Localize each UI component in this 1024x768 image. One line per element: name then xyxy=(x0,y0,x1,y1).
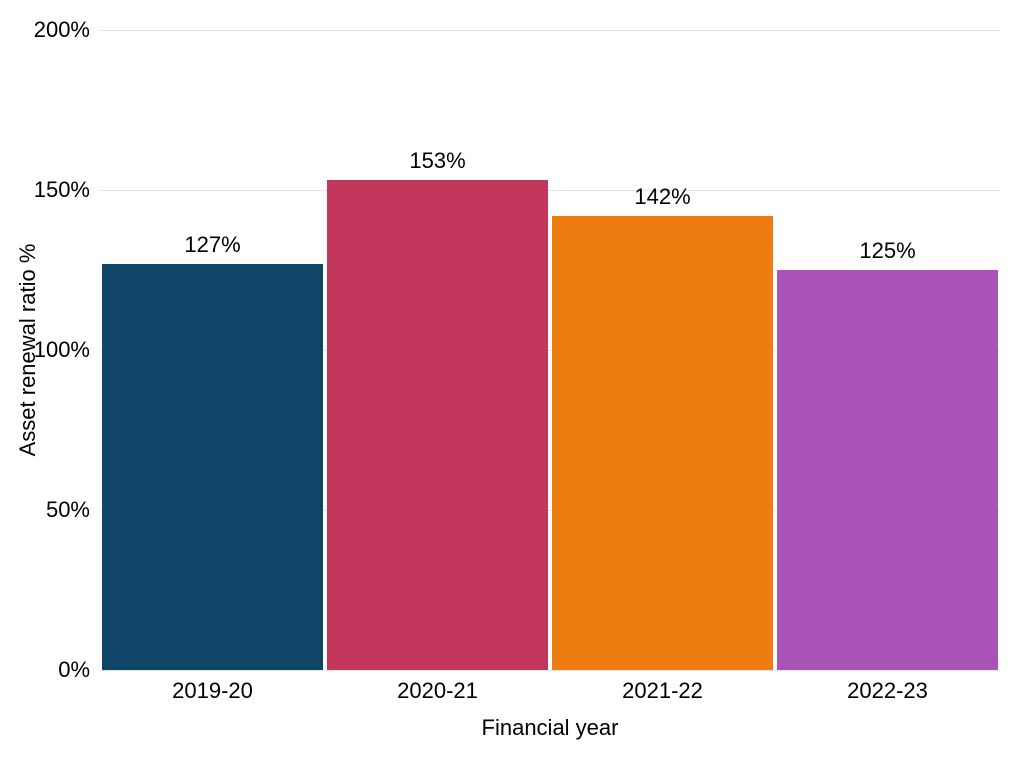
asset-renewal-chart: 0% 50% 100% 150% 200% 127% 2019-20 153% 2020-21 1… xyxy=(0,0,1024,768)
plot-area: 0%50%100%150%200%127%2019-20153%2020-211… xyxy=(100,30,1000,670)
x-tick-label: 2020-21 xyxy=(397,670,478,704)
x-tick-label: 2021-22 xyxy=(622,670,703,704)
bar-value-label: 127% xyxy=(184,232,240,258)
y-tick-label: 50% xyxy=(46,497,100,523)
x-tick-label: 2022-23 xyxy=(847,670,928,704)
x-axis-title: Financial year xyxy=(482,715,619,741)
bar xyxy=(327,180,548,670)
bar xyxy=(777,270,998,670)
gridline xyxy=(100,190,1000,191)
gridline xyxy=(100,30,1000,31)
y-axis-title: Asset renewal ratio % xyxy=(15,244,41,457)
bar xyxy=(102,264,323,670)
y-tick-label: 0% xyxy=(58,657,100,683)
y-tick-label: 200% xyxy=(34,17,100,43)
x-tick-label: 2019-20 xyxy=(172,670,253,704)
bar-value-label: 125% xyxy=(859,238,915,264)
bar xyxy=(552,216,773,670)
bar-value-label: 142% xyxy=(634,184,690,210)
y-tick-label: 150% xyxy=(34,177,100,203)
bar-value-label: 153% xyxy=(409,148,465,174)
y-tick-label: 100% xyxy=(34,337,100,363)
